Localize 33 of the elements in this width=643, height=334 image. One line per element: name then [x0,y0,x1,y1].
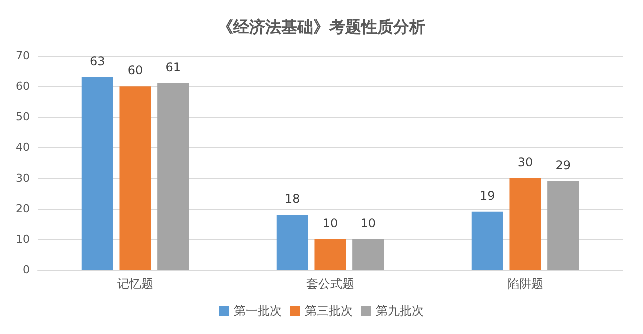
bar [276,214,308,270]
bar [510,178,542,270]
data-label: 18 [285,192,300,206]
data-label: 19 [480,188,496,203]
x-tick-label: 记忆题 [118,277,154,291]
bar [548,181,580,270]
data-label: 29 [556,158,571,172]
bar [314,239,346,270]
legend-label: 第三批次 [305,304,353,318]
x-tick-label: 套公式题 [306,277,354,291]
y-tick-label: 50 [16,110,30,124]
bar [472,212,504,270]
data-label: 61 [166,60,181,75]
y-tick-label: 60 [16,80,30,94]
x-tick-label: 陷阱题 [508,277,544,291]
y-tick-label: 10 [16,232,30,246]
data-label: 10 [322,216,338,230]
data-label: 30 [518,155,534,170]
bar [352,239,384,270]
data-label: 10 [360,216,376,230]
legend-label: 第九批次 [376,304,424,318]
y-tick-label: 0 [23,264,30,276]
data-label: 63 [90,54,106,68]
bar [158,84,190,270]
y-tick-label: 30 [16,172,30,185]
data-label: 60 [128,64,144,78]
y-tick-label: 70 [16,50,30,62]
bar [82,77,114,270]
legend-label: 第一批次 [234,304,282,318]
bar [120,86,152,270]
y-tick-label: 20 [16,202,30,216]
chart-title: 《经济法基础》考题性质分析 [218,18,426,36]
y-tick-label: 40 [16,141,30,154]
